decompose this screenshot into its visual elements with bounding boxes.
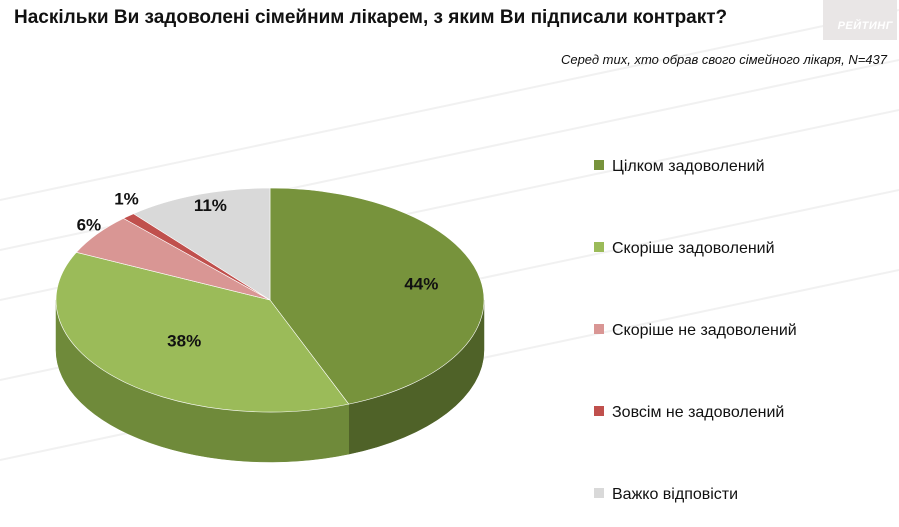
data-label-2: 6% <box>77 216 102 235</box>
legend-label-1: Скоріше задоволений <box>612 240 775 257</box>
legend-label-2: Скоріше не задоволений <box>612 322 797 339</box>
data-label-3: 1% <box>114 189 139 208</box>
legend-swatch-4 <box>594 488 604 498</box>
pie-slice-0 <box>269 187 485 405</box>
legend-label-4: Важко відповісти <box>612 486 739 503</box>
legend-swatch-0 <box>594 160 604 170</box>
legend-swatch-3 <box>594 406 604 416</box>
data-label-0: 44% <box>404 274 438 293</box>
legend-item-0: Цілком задоволений <box>594 158 765 176</box>
rating-logo <box>823 0 897 40</box>
legend-item-2: Скоріше не задоволений <box>594 322 797 340</box>
legend-label-3: Зовсім не задоволений <box>612 404 785 421</box>
pie-slice-1 <box>55 251 350 413</box>
pie-slice-4 <box>132 187 271 301</box>
legend-item-1: Скоріше задоволений <box>594 240 775 258</box>
chart-subtitle: Серед тих, хто обрав свого сімейного лік… <box>560 52 887 67</box>
chart-title: Наскільки Ви задоволені сімейним лікарем… <box>14 7 728 28</box>
legend-swatch-2 <box>594 324 604 334</box>
rating-logo-text: РЕЙТИНГ <box>837 20 893 32</box>
data-label-4: 11% <box>194 196 227 215</box>
legend-label-0: Цілком задоволений <box>612 158 765 175</box>
legend-item-4: Важко відповісти <box>594 486 738 504</box>
data-label-1: 38% <box>167 332 201 351</box>
legend-swatch-1 <box>594 242 604 252</box>
legend-item-3: Зовсім не задоволений <box>594 404 784 422</box>
